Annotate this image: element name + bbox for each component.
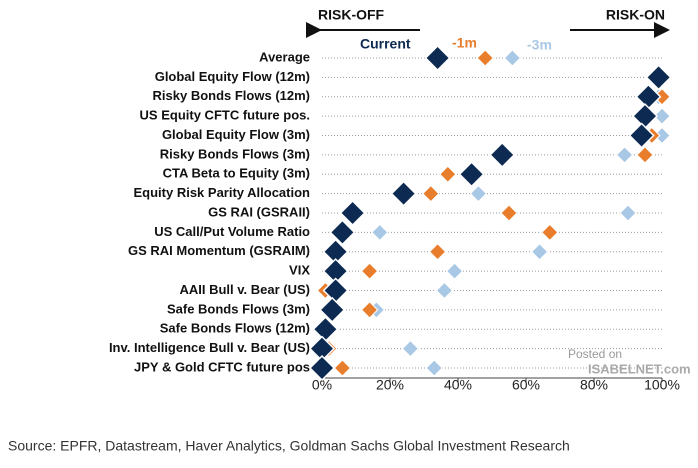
- diamond-marker: [401, 339, 420, 358]
- x-tick-label: 40%: [444, 377, 472, 393]
- category-label: GS RAI (GSRAII): [208, 204, 310, 219]
- category-label: Risky Bonds Flows (3m): [160, 146, 310, 161]
- category-label: VIX: [289, 263, 310, 278]
- diamond-marker: [422, 184, 440, 203]
- category-label: AAII Bull v. Bear (US): [179, 282, 310, 297]
- diamond-marker: [339, 199, 366, 227]
- category-label: GS RAI Momentum (GSRAIM): [128, 243, 310, 258]
- diamond-marker: [530, 243, 549, 261]
- category-label: US Equity CFTC future pos.: [140, 108, 310, 123]
- diamond-marker: [322, 277, 349, 304]
- x-tick-label: 60%: [512, 377, 540, 393]
- diamond-marker: [653, 107, 671, 125]
- diamond-marker: [424, 44, 451, 72]
- diamond-marker: [645, 64, 672, 91]
- diamond-marker: [333, 359, 352, 377]
- risk-off-label: RISK-OFF: [318, 7, 385, 23]
- diamond-marker: [636, 146, 654, 164]
- diamond-marker: [476, 49, 494, 67]
- diamond-marker: [458, 161, 485, 188]
- diamond-marker: [360, 262, 379, 280]
- diamond-marker: [503, 49, 522, 67]
- diamond-marker: [445, 262, 464, 280]
- diamond-marker: [329, 219, 356, 246]
- diamond-marker: [425, 359, 443, 377]
- category-label: CTA Beta to Equity (3m): [163, 166, 310, 181]
- watermark: ISABELNET.com: [588, 361, 691, 376]
- legend-label: -3m: [527, 37, 552, 53]
- x-tick-label: 0%: [312, 377, 332, 393]
- diamond-marker: [435, 281, 454, 300]
- category-label: Safe Bonds Flows (12m): [160, 321, 310, 336]
- category-label: Risky Bonds Flows (12m): [153, 88, 310, 103]
- source: Source: EPFR, Datastream, Haver Analytic…: [8, 438, 570, 454]
- diamond-marker: [319, 296, 346, 323]
- diamond-marker: [631, 103, 659, 130]
- category-label: Global Equity Flow (3m): [162, 127, 310, 142]
- diamond-marker: [360, 301, 379, 319]
- diamond-marker: [439, 165, 457, 183]
- category-label: Inv. Intelligence Bull v. Bear (US): [109, 340, 310, 355]
- diamond-marker: [308, 354, 336, 382]
- diamond-marker: [489, 141, 516, 168]
- category-label: JPY & Gold CFTC future pos: [134, 359, 310, 374]
- diamond-marker: [371, 223, 389, 242]
- diamond-marker: [390, 180, 417, 207]
- diamond-marker: [469, 184, 488, 203]
- category-label: Global Equity Flow (12m): [155, 69, 310, 84]
- x-tick-label: 20%: [376, 377, 404, 393]
- x-tick-label: 100%: [644, 377, 680, 393]
- diamond-marker: [500, 204, 518, 222]
- diamond-marker: [541, 223, 559, 242]
- legend-label: Current: [360, 36, 411, 52]
- category-label: US Call/Put Volume Ratio: [154, 224, 310, 239]
- risk-on-label: RISK-ON: [606, 7, 665, 23]
- category-label: Safe Bonds Flows (3m): [167, 301, 310, 316]
- x-tick-label: 80%: [580, 377, 608, 393]
- legend-label: -1m: [452, 35, 477, 51]
- diamond-marker: [428, 243, 447, 261]
- category-label: Average: [259, 49, 310, 64]
- category-label: Equity Risk Parity Allocation: [133, 185, 310, 200]
- diamond-marker: [619, 204, 637, 222]
- diamond-marker: [615, 146, 634, 164]
- watermark: Posted on: [568, 347, 622, 361]
- diamond-marker: [628, 122, 655, 149]
